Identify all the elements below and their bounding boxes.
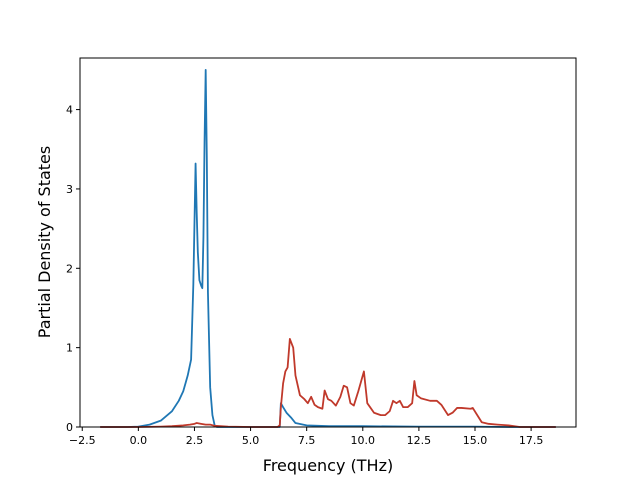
x-tick-label: 15.0 [463, 434, 488, 447]
series-line-1 [100, 69, 556, 428]
x-tick-label: 5.0 [242, 434, 260, 447]
x-axis-label: Frequency (THz) [263, 456, 393, 475]
y-axis-label: Partial Density of States [35, 146, 54, 338]
series-layer [100, 69, 556, 428]
x-tick-label: 17.5 [519, 434, 544, 447]
series-line-2 [100, 338, 556, 428]
plot-frame [79, 57, 577, 428]
y-tick-label: 2 [66, 262, 73, 275]
x-tick-label: 10.0 [351, 434, 376, 447]
y-tick-label: 0 [66, 421, 73, 434]
y-tick-label: 3 [66, 183, 73, 196]
x-tick-label: 12.5 [407, 434, 432, 447]
x-tick-label: 2.5 [186, 434, 204, 447]
y-tick-label: 4 [66, 104, 73, 117]
x-tick-label: 0.0 [130, 434, 148, 447]
x-tick-label: −2.5 [69, 434, 96, 447]
y-axis: 0 1 2 3 4 [66, 104, 80, 434]
x-tick-label: 7.5 [298, 434, 316, 447]
x-axis: −2.5 0.0 2.5 5.0 7.5 10.0 12.5 15.0 17.5 [69, 427, 543, 447]
y-tick-label: 1 [66, 342, 73, 355]
